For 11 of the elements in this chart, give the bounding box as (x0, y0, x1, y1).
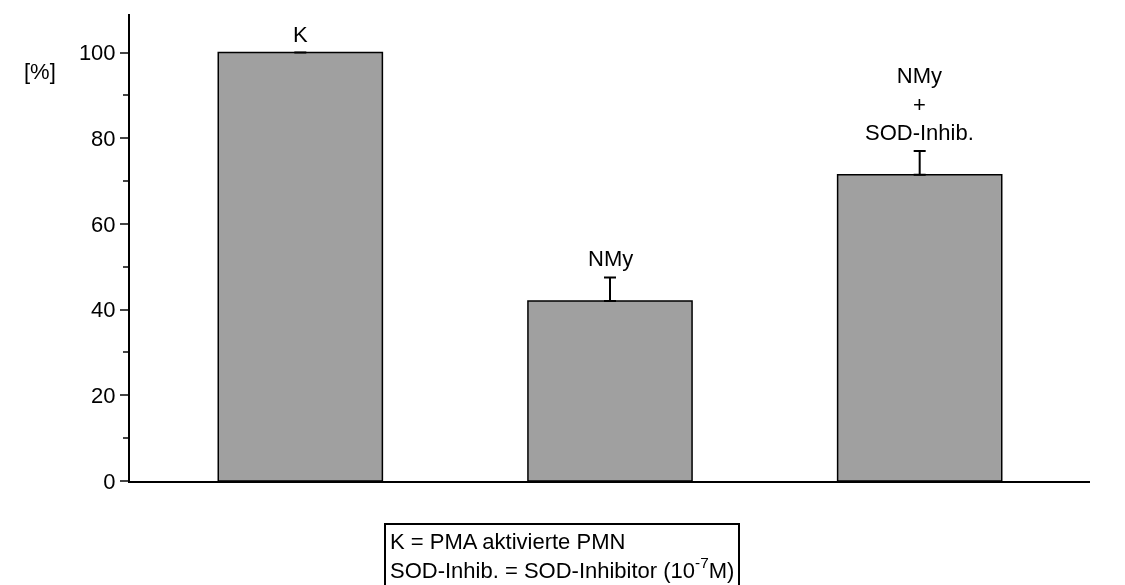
y-axis-title: [%] (24, 59, 56, 84)
y-tick-label: 20 (91, 383, 116, 409)
y-tick-label: 100 (78, 40, 116, 66)
y-tick-label: 0 (103, 468, 116, 494)
y-tick-label: 40 (91, 297, 116, 323)
y-tick-label: 60 (91, 211, 116, 237)
y-tick-label: 80 (91, 125, 116, 151)
x-tick-label: NMy (588, 246, 634, 271)
x-tick-label: NMy + SOD-Inhib. (865, 63, 974, 146)
x-tick-label: K (293, 22, 308, 47)
text: K = PMA aktivierte PMN SOD-Inhib. = SOD-Inhibitor (10$^{-7}$M) (390, 529, 735, 583)
